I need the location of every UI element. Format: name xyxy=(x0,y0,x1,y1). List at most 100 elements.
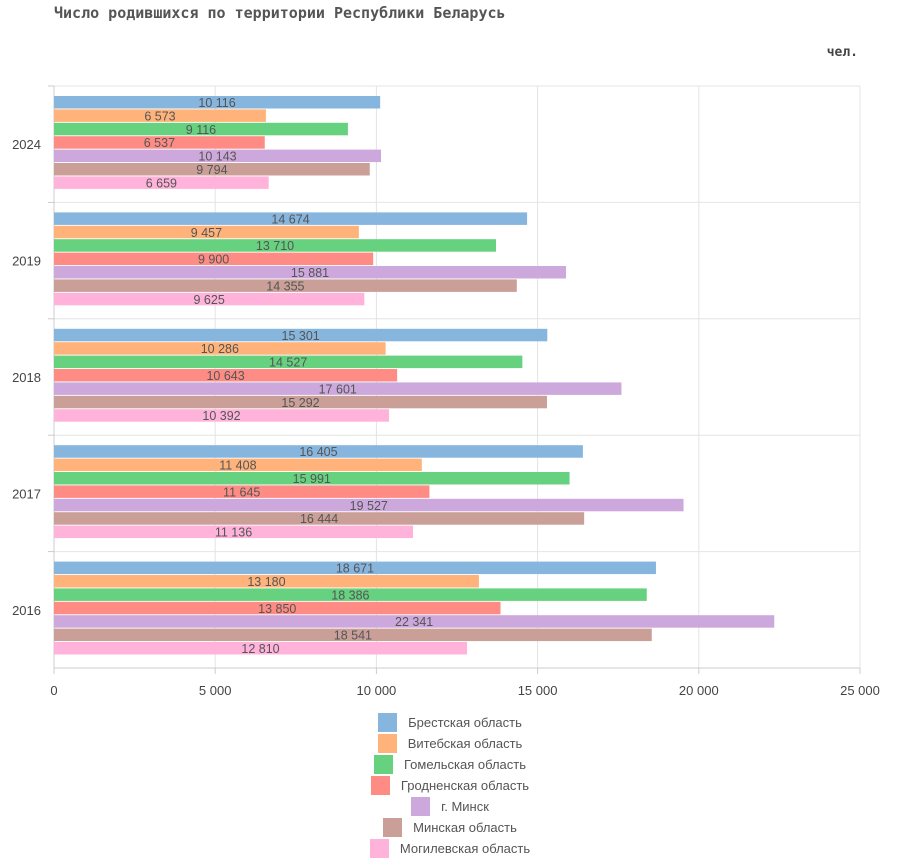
bar xyxy=(54,642,467,655)
legend-swatch xyxy=(411,797,431,816)
bar xyxy=(54,498,684,512)
bar xyxy=(54,588,647,601)
data-label: 12 810 xyxy=(241,642,279,656)
data-label: 14 355 xyxy=(266,279,304,293)
category-label: 2019 xyxy=(12,254,41,269)
bar xyxy=(54,96,381,109)
bar xyxy=(54,279,517,292)
bar xyxy=(54,615,775,628)
data-label: 9 794 xyxy=(196,163,227,177)
legend-label: Брестская область xyxy=(408,715,522,730)
bar xyxy=(54,409,390,422)
x-tick-label: 10 000 xyxy=(357,683,397,698)
unit-label: чел. xyxy=(826,45,858,60)
bar xyxy=(54,266,567,279)
legend-swatch xyxy=(378,713,398,732)
data-label: 11 136 xyxy=(215,526,252,540)
data-label: 18 671 xyxy=(336,562,374,576)
legend-item[interactable]: Брестская область xyxy=(378,712,522,733)
legend-item[interactable]: г. Минск xyxy=(411,796,489,817)
bar xyxy=(54,136,265,149)
bar xyxy=(54,485,430,498)
bar xyxy=(54,109,266,122)
bar xyxy=(54,342,386,355)
data-label: 11 408 xyxy=(219,459,256,473)
x-tick-label: 25 000 xyxy=(840,683,880,698)
bar xyxy=(54,395,548,409)
bar xyxy=(54,225,359,239)
data-label: 19 527 xyxy=(350,499,388,513)
x-tick-label: 5 000 xyxy=(199,683,232,698)
legend-swatch xyxy=(377,734,397,753)
data-label: 16 405 xyxy=(299,445,337,459)
data-label: 15 991 xyxy=(293,472,331,486)
legend-label: Витебская область xyxy=(407,736,523,751)
legend-item[interactable]: Могилевская область xyxy=(369,838,531,859)
legend: Брестская область Витебская область Гомель… xyxy=(0,712,900,859)
bar xyxy=(54,212,528,225)
bar-chart: 0 5 000 10 000 15 000 20 000 25 000 2024 2019 20… xyxy=(12,85,880,698)
legend-swatch xyxy=(370,776,390,795)
bar xyxy=(54,292,365,306)
bar xyxy=(54,382,622,395)
data-label: 9 457 xyxy=(191,226,222,240)
category-label: 2024 xyxy=(12,137,41,152)
legend-label: Могилевская область xyxy=(399,841,531,856)
data-label: 18 541 xyxy=(334,629,372,643)
data-label: 16 444 xyxy=(300,512,338,526)
data-label: 9 900 xyxy=(198,253,229,267)
bar xyxy=(54,355,523,369)
data-label: 10 643 xyxy=(206,369,244,383)
data-label: 10 392 xyxy=(202,409,240,423)
data-label: 10 286 xyxy=(201,342,239,356)
data-label: 17 601 xyxy=(319,382,357,396)
legend-item[interactable]: Минская область xyxy=(383,817,517,838)
legend-item[interactable]: Гомельская область xyxy=(374,754,526,775)
bar xyxy=(54,628,652,642)
legend-item[interactable]: Гродненская область xyxy=(370,775,530,796)
data-label: 11 645 xyxy=(223,485,260,499)
x-tick-label: 15 000 xyxy=(518,683,558,698)
bar xyxy=(54,458,422,472)
data-label: 18 386 xyxy=(331,588,369,602)
bar xyxy=(54,252,374,266)
bar xyxy=(54,445,583,458)
bar xyxy=(54,369,398,382)
bar xyxy=(54,328,548,342)
data-label: 14 674 xyxy=(271,212,309,226)
data-label: 9 625 xyxy=(194,293,225,307)
data-label: 15 301 xyxy=(282,329,320,343)
legend-swatch xyxy=(383,818,403,837)
legend-swatch xyxy=(369,839,389,858)
data-label: 15 881 xyxy=(291,266,329,280)
data-label: 13 850 xyxy=(258,602,296,616)
bar xyxy=(54,239,497,252)
bar xyxy=(54,122,348,136)
data-label: 6 537 xyxy=(144,136,175,150)
bar xyxy=(54,575,479,588)
x-tick-label: 20 000 xyxy=(679,683,719,698)
legend-label: г. Минск xyxy=(441,799,489,814)
x-tick-label: 0 xyxy=(50,683,57,698)
bar xyxy=(54,176,269,189)
data-label: 6 659 xyxy=(146,176,177,190)
legend-swatch xyxy=(374,755,393,774)
legend-label: Гродненская область xyxy=(400,778,530,793)
data-label: 14 527 xyxy=(269,356,307,370)
data-label: 6 573 xyxy=(144,109,175,123)
data-label: 10 116 xyxy=(198,96,235,110)
legend-item[interactable]: Витебская область xyxy=(377,733,523,754)
category-label: 2018 xyxy=(12,370,41,385)
bar xyxy=(54,163,370,176)
legend-label: Гомельская область xyxy=(404,757,526,772)
data-label: 15 292 xyxy=(281,396,319,410)
category-label: 2016 xyxy=(12,603,41,618)
data-label: 10 143 xyxy=(198,150,236,164)
chart-title: Число родившихся по территории Республик… xyxy=(54,4,506,22)
legend-label: Минская область xyxy=(413,820,517,835)
data-label: 9 116 xyxy=(186,123,216,137)
category-label: 2017 xyxy=(12,486,41,501)
data-label: 13 180 xyxy=(247,575,285,589)
data-label: 22 341 xyxy=(395,615,433,629)
bar xyxy=(54,472,570,485)
